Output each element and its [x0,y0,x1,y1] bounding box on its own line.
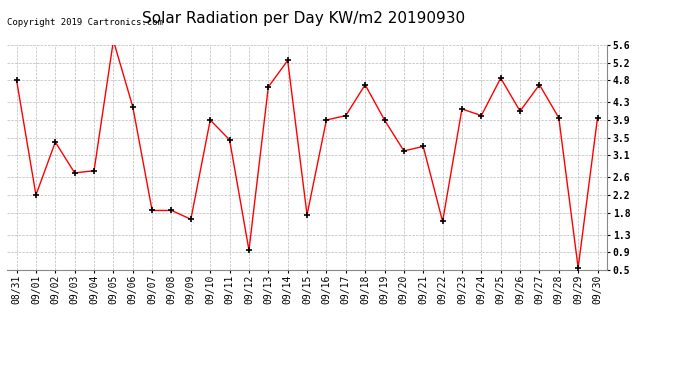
Text: Radiation  (kW/m2): Radiation (kW/m2) [537,25,650,35]
Text: Solar Radiation per Day KW/m2 20190930: Solar Radiation per Day KW/m2 20190930 [142,11,465,26]
Text: Copyright 2019 Cartronics.com: Copyright 2019 Cartronics.com [7,18,163,27]
